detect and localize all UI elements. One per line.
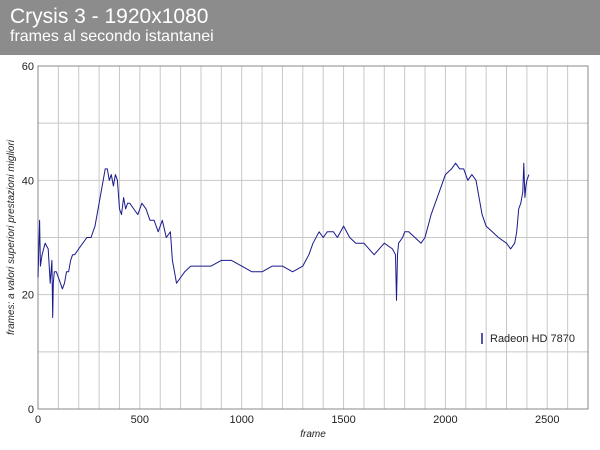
x-tick-label: 500 [131, 414, 149, 426]
x-tick-label: 2500 [535, 414, 559, 426]
series-lines [37, 162, 530, 318]
chart-header: Crysis 3 - 1920x1080 frames al secondo i… [0, 0, 600, 55]
plot-border [37, 65, 589, 410]
y-tick-label: 0 [28, 404, 34, 416]
grid-lines [38, 66, 588, 409]
legend-label: Radeon HD 7870 [490, 333, 575, 345]
series-line [37, 162, 530, 318]
chart-subtitle: frames al secondo istantanei [10, 28, 214, 45]
legend: Radeon HD 7870 [481, 333, 575, 345]
y-tick-label: 20 [22, 290, 34, 302]
y-tick-label: 40 [22, 175, 34, 187]
x-axis-label: frame [300, 429, 326, 440]
x-tick-label: 0 [35, 414, 41, 426]
y-axis-label: frames: a valori superiori prestazioni m… [6, 139, 17, 335]
y-tick-label: 60 [22, 61, 34, 73]
axis-ticks: 0 500 1000 1500 2000 2500 0 20 40 60 [22, 61, 560, 426]
x-tick-label: 2000 [433, 414, 457, 426]
x-tick-label: 1500 [331, 414, 355, 426]
chart-title: Crysis 3 - 1920x1080 [10, 5, 209, 28]
x-tick-label: 1000 [229, 414, 253, 426]
